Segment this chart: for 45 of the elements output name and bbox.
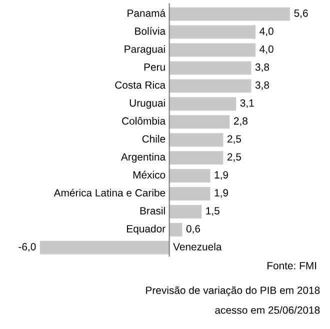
y-tick-label: Argentina (120, 152, 166, 163)
bar (169, 133, 224, 147)
data-label: 1,5 (206, 207, 220, 216)
source-note: Fonte: FMI (268, 262, 316, 270)
y-tick-label: Uruguai (130, 99, 165, 109)
y-tick-label: México (133, 170, 166, 179)
data-label: 3,1 (240, 99, 254, 108)
y-tick-label: Paraguai (124, 45, 165, 55)
data-label: 5,6 (294, 9, 308, 18)
bar (169, 187, 210, 200)
data-label: 2,5 (228, 153, 242, 162)
data-label: 4,0 (260, 27, 274, 36)
bar (169, 7, 290, 21)
bar (169, 97, 236, 111)
y-tick-label: Costa Rica (115, 81, 166, 89)
y-tick-label: Brasil (140, 206, 165, 214)
data-label: -6,0 (18, 243, 36, 252)
data-label: 1,9 (214, 171, 228, 180)
data-label: 3,8 (255, 81, 270, 90)
data-label: 3,8 (255, 63, 270, 72)
y-tick-label: Equador (127, 224, 166, 235)
text: Previsão de variação do PIB em 2018 (146, 286, 320, 296)
y-tick-label: Panamá (128, 9, 166, 17)
y-tick-label: Peru (144, 63, 165, 71)
y-tick-label: Colômbia (122, 116, 166, 125)
bar (169, 61, 252, 75)
y-tick-label: Venezuela (173, 242, 222, 250)
data-label: 1,9 (214, 189, 228, 198)
data-label: 2,5 (228, 135, 242, 144)
data-label: 4,0 (260, 45, 274, 54)
y-tick-label: América Latina e Caribe (54, 188, 166, 197)
bar (169, 169, 210, 183)
bar (169, 222, 182, 236)
text: acesso em 25/06/2018 (215, 306, 320, 314)
bar (40, 240, 170, 254)
bar (169, 115, 230, 129)
bar (169, 79, 252, 93)
y-tick-label: Chile (142, 134, 166, 143)
data-label: 2,8 (234, 117, 248, 126)
bar (169, 151, 224, 165)
data-label: 0,6 (186, 225, 200, 234)
bar (169, 204, 202, 218)
bar (169, 25, 256, 39)
y-tick-label: Bolívia (135, 27, 166, 35)
bar (169, 43, 256, 57)
